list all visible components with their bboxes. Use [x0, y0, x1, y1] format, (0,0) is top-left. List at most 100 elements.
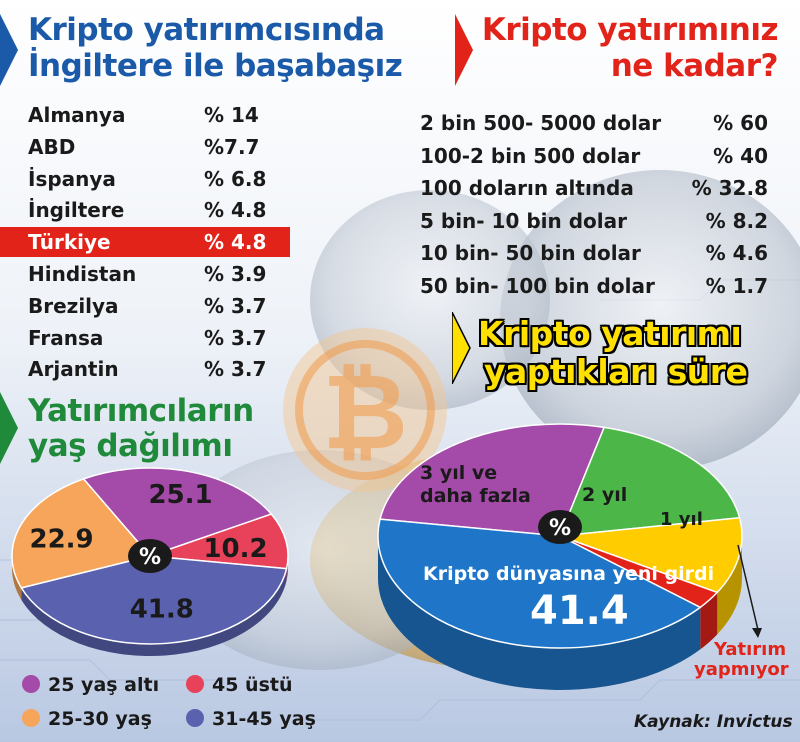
- amount-range: 5 bin- 10 bin dolar: [420, 208, 627, 233]
- percent-badge-icon-text: %: [549, 516, 571, 541]
- country-value: % 3.7: [204, 357, 267, 382]
- country-row: Türkiye % 4.8: [0, 227, 290, 258]
- amount-title-line1: Kripto yatırımınız: [481, 12, 779, 48]
- country-name: Brezilya: [28, 293, 119, 318]
- label-not-investing-line1: Yatırım: [714, 639, 787, 660]
- amount-row: 2 bin 500- 5000 dolar % 60: [420, 108, 770, 138]
- country-name: Hindistan: [28, 262, 137, 286]
- duration-pie-side: [378, 536, 701, 691]
- arrow-right-icon: [0, 14, 18, 86]
- amount-range: 100-2 bin 500 dolar: [420, 143, 641, 168]
- duration-title-line2: yaptıkları süre: [484, 352, 748, 391]
- age-title-line2: yaş dağılımı: [28, 428, 233, 464]
- amount-range: 50 bin- 100 bin dolar: [420, 274, 655, 298]
- countries-title-line1: Kripto yatırımcısında: [28, 12, 385, 48]
- amount-row: 100 doların altında % 32.8: [420, 173, 770, 203]
- label-not-investing-line2: yapmıyor: [694, 659, 789, 680]
- amount-title: Kripto yatırımınız ne kadar?: [470, 12, 779, 84]
- country-name: Almanya: [28, 103, 126, 127]
- label-3-years: 3 yıl ve daha fazla: [420, 462, 531, 508]
- bitcoin-coin-icon: ₿: [283, 328, 447, 492]
- duration-pie-slice-3: [559, 516, 743, 594]
- duration-pie-slice-1: [379, 423, 606, 537]
- country-value: % 4.8: [204, 230, 267, 255]
- percent-badge-icon-text: %: [139, 545, 161, 570]
- value-new-entrants: 41.4: [530, 588, 629, 634]
- country-row: İngiltere % 4.8: [0, 195, 290, 225]
- amount-row: 50 bin- 100 bin dolar % 1.7: [420, 271, 770, 301]
- amount-row: 5 bin- 10 bin dolar % 8.2: [420, 206, 770, 236]
- age-pie-slice-3: [20, 555, 288, 645]
- label-1-year: 1 yıl: [660, 509, 703, 530]
- duration-pie-side: [717, 536, 742, 635]
- age-title-line1: Yatırımcıların: [28, 393, 254, 429]
- country-name: Arjantin: [28, 357, 119, 382]
- age-pie-value-label: 10.2: [203, 534, 267, 564]
- age-pie-slice-2: [149, 513, 289, 570]
- country-value: % 3.7: [204, 293, 267, 318]
- country-row: Brezilya % 3.7: [0, 291, 290, 321]
- countries-title-line2: İngiltere ile başabaşız: [28, 48, 403, 84]
- age-pie-value-label: 41.8: [130, 595, 194, 625]
- country-name: Türkiye: [28, 230, 111, 255]
- amount-row: 10 bin- 50 bin dolar % 4.6: [420, 238, 770, 268]
- legend-swatch: [22, 675, 40, 693]
- amount-range: 100 doların altında: [420, 176, 634, 201]
- amount-range: 10 bin- 50 bin dolar: [420, 241, 641, 266]
- amount-value: % 60: [713, 111, 768, 135]
- coin-silver: [500, 170, 800, 470]
- legend-label: 45 üstü: [212, 674, 293, 696]
- amount-range: 2 bin 500- 5000 dolar: [420, 111, 662, 135]
- duration-title: Kripto yatırımı yaptıkları süre: [478, 314, 748, 391]
- legend-label: 31-45 yaş: [212, 708, 316, 730]
- amount-title-line2: ne kadar?: [610, 48, 779, 84]
- country-value: % 14: [204, 103, 259, 127]
- svg-text:₿: ₿: [322, 351, 408, 473]
- label-3-years-line1: 3 yıl ve: [420, 462, 498, 484]
- country-row: ABD %7.7: [0, 132, 290, 162]
- age-pie-side: [21, 568, 287, 656]
- country-row: Arjantin % 3.7: [0, 354, 290, 384]
- amount-value: % 32.8: [691, 176, 768, 201]
- duration-pie-slice-2: [558, 426, 741, 537]
- country-value: % 3.7: [204, 325, 267, 350]
- age-pie-value-label: 25.1: [148, 480, 212, 510]
- legend-swatch: [22, 709, 40, 727]
- amount-value: % 40: [713, 143, 768, 168]
- duration-pie-side: [700, 592, 718, 650]
- amount-value: % 4.6: [705, 241, 768, 266]
- country-row: Hindistan % 3.9: [0, 259, 290, 289]
- country-value: % 4.8: [204, 198, 267, 223]
- country-value: %7.7: [204, 134, 260, 159]
- legend-item: 25 yaş altı: [22, 674, 159, 696]
- duration-title-line1: Kripto yatırımı: [478, 314, 742, 353]
- source-note: Kaynak: Invictus: [634, 712, 793, 732]
- legend-swatch: [186, 675, 204, 693]
- legend-label: 25-30 yaş: [48, 708, 152, 730]
- country-row: İspanya % 6.8: [0, 164, 290, 194]
- coin-silver: [310, 190, 550, 410]
- label-2-years: 2 yıl: [582, 484, 628, 506]
- countries-title: Kripto yatırımcısında İngiltere ile başa…: [28, 12, 403, 84]
- age-pie-slice-4: [11, 478, 152, 589]
- country-name: Fransa: [28, 325, 104, 350]
- arrow-right-icon: [0, 392, 18, 464]
- country-value: % 6.8: [204, 166, 267, 191]
- duration-pie-slice-5: [377, 518, 702, 649]
- country-name: İspanya: [28, 166, 116, 191]
- amount-value: % 1.7: [705, 274, 768, 298]
- country-name: ABD: [28, 134, 76, 159]
- pointer-line: [737, 544, 759, 631]
- country-value: % 3.9: [204, 262, 267, 286]
- legend-item: 31-45 yaş: [186, 708, 316, 730]
- percent-badge-icon: [128, 539, 172, 573]
- pointer-arrow-icon: [752, 628, 762, 638]
- label-3-years-line2: daha fazla: [420, 485, 531, 507]
- country-row: Fransa % 3.7: [0, 323, 290, 353]
- legend-item: 45 üstü: [186, 674, 293, 696]
- legend-label: 25 yaş altı: [48, 674, 160, 696]
- legend-item: 25-30 yaş: [22, 708, 152, 730]
- amount-value: % 8.2: [705, 208, 768, 233]
